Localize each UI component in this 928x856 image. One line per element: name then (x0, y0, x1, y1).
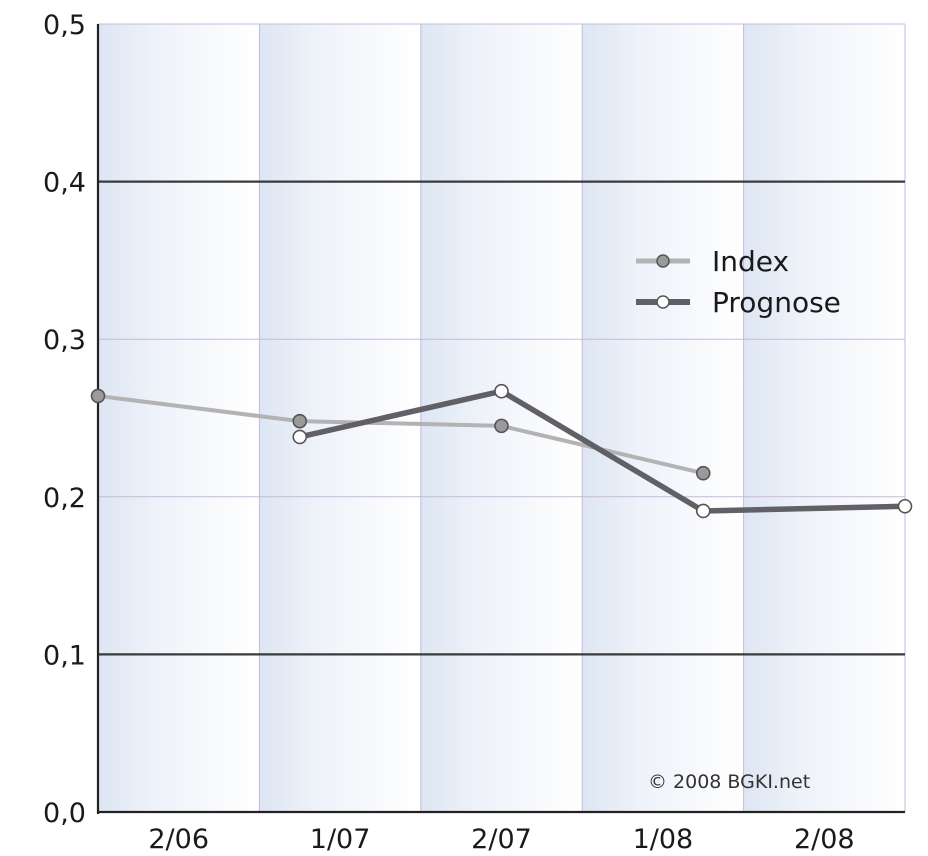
series-layer (90, 383, 913, 519)
y-tick-label: 0,0 (43, 798, 86, 829)
data-point-index (494, 418, 509, 434)
column-band (743, 24, 905, 812)
copyright-annotation: © 2008 BGKI.net (648, 771, 810, 793)
column-band (98, 24, 260, 812)
x-tick-label: 1/07 (310, 824, 371, 855)
series-line-prognose (299, 388, 906, 514)
legend-marker-prognose (656, 295, 670, 309)
data-point-index (695, 465, 711, 481)
data-point-prognose (292, 429, 308, 445)
data-point-prognose (897, 498, 913, 514)
x-tick-label: 2/06 (148, 824, 209, 855)
legend-item-index: Index (636, 245, 789, 278)
series-prognose (292, 383, 913, 519)
x-tick-labels: 2/06 1/07 2/07 1/08 2/08 (148, 824, 854, 855)
grid-lines (97, 23, 906, 812)
x-tick-label: 1/08 (633, 824, 694, 855)
y-tick-label: 0,4 (43, 168, 86, 199)
column-band (582, 24, 744, 812)
y-tick-label: 0,1 (43, 640, 86, 671)
legend: Index Prognose (636, 245, 841, 319)
y-tick-label: 0,5 (43, 10, 86, 41)
legend-marker-index (656, 254, 670, 268)
y-tick-labels: 0,0 0,1 0,2 0,3 0,4 0,5 (43, 10, 86, 829)
data-point-prognose (494, 383, 509, 399)
column-band (420, 24, 583, 812)
y-tick-label: 0,2 (43, 483, 86, 514)
legend-label-index: Index (712, 245, 789, 278)
data-point-prognose (695, 503, 711, 519)
y-tick-label: 0,3 (43, 325, 86, 356)
axes (96, 24, 905, 814)
legend-item-prognose: Prognose (636, 286, 841, 319)
x-tick-label: 2/08 (794, 824, 855, 855)
data-point-index (292, 413, 308, 429)
column-bands (98, 24, 905, 812)
x-tick-label: 2/07 (471, 824, 532, 855)
legend-label-prognose: Prognose (712, 286, 841, 319)
data-point-index (90, 388, 106, 404)
